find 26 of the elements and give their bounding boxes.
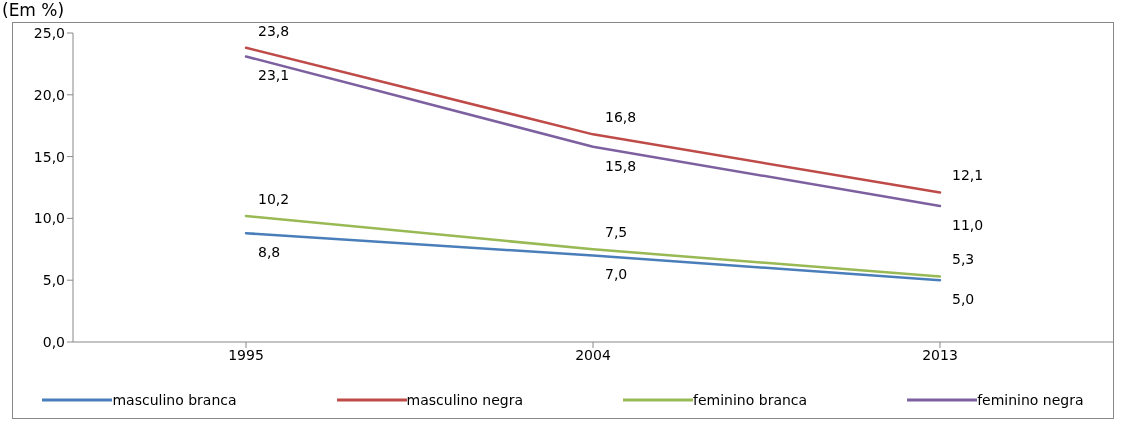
legend-label: feminino branca (693, 392, 808, 408)
data-label: 7,0 (605, 266, 628, 283)
y-tick-label: 20,0 (33, 86, 65, 103)
data-label: 23,8 (258, 22, 290, 39)
y-tick-label: 5,0 (42, 272, 65, 289)
y-tick-label: 10,0 (33, 210, 65, 227)
y-tick-label: 15,0 (33, 148, 65, 165)
data-label: 11,0 (952, 217, 984, 234)
data-label: 5,3 (952, 251, 975, 268)
data-label: 8,8 (258, 244, 281, 261)
y-tick-label: 0,0 (42, 333, 65, 350)
y-tick-label: 25,0 (33, 24, 65, 41)
x-tick-label: 2013 (922, 346, 958, 363)
legend-label: feminino negra (977, 392, 1084, 408)
data-label: 12,1 (952, 167, 984, 184)
legend-label: masculino branca (112, 392, 237, 408)
data-label: 16,8 (605, 109, 637, 126)
data-label: 15,8 (605, 157, 637, 174)
data-label: 7,5 (605, 224, 628, 241)
x-tick-label: 2004 (575, 346, 611, 363)
legend-label: masculino negra (406, 392, 524, 408)
data-label: 23,1 (258, 67, 290, 84)
data-label: 5,0 (952, 291, 975, 308)
x-tick-label: 1995 (228, 346, 264, 363)
chart-title: (Em %) (2, 0, 65, 20)
data-label: 10,2 (258, 190, 290, 207)
